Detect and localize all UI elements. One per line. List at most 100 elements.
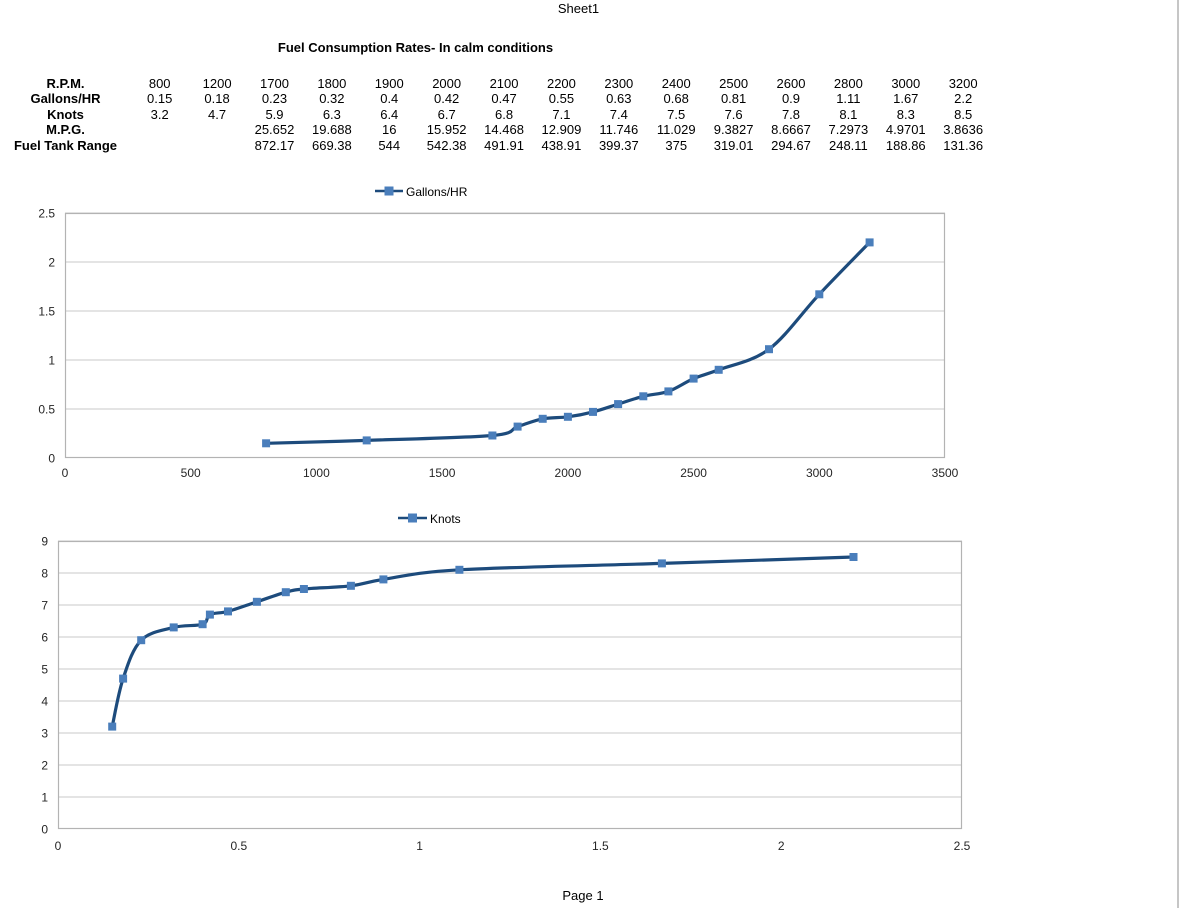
table-cell: 12.909 xyxy=(541,122,582,138)
data-point-marker xyxy=(563,412,572,421)
table-cell: 399.37 xyxy=(598,137,639,153)
data-point-marker xyxy=(224,607,232,616)
x-axis-tick-label: 1 xyxy=(416,839,423,853)
y-axis-tick-label: 4 xyxy=(41,695,48,709)
legend-label: Knots xyxy=(430,512,461,526)
table-cell: 14.468 xyxy=(484,122,524,138)
x-axis-tick-label: 2.5 xyxy=(954,839,971,853)
x-axis-tick-label: 3500 xyxy=(932,466,959,480)
y-axis-tick-label: 1.5 xyxy=(38,305,55,319)
table-cell: 3200 xyxy=(948,76,978,91)
table-cell: 491.91 xyxy=(484,137,524,153)
y-axis-tick-label: 8 xyxy=(41,567,48,581)
table-cell: 3.8636 xyxy=(943,122,984,138)
series-line xyxy=(110,555,856,729)
row-label: Gallons/HR xyxy=(30,91,101,107)
table-cell: 6.8 xyxy=(495,106,514,122)
data-point-marker xyxy=(455,565,464,574)
table-row: Fuel Tank Range 872.17 669.38 544 542.38 491.… xyxy=(0,138,992,153)
table-cell: 2600 xyxy=(776,76,806,91)
row-label: Fuel Tank Range xyxy=(13,137,118,153)
table-cell: 0.23 xyxy=(261,91,288,107)
table-cell: 131.36 xyxy=(943,137,984,153)
table-cell: 7.2973 xyxy=(828,122,869,138)
table-cell: 4.9701 xyxy=(885,122,926,138)
table-cell: 2500 xyxy=(719,76,749,91)
data-point-marker xyxy=(108,722,117,731)
table-cell: 8.6667 xyxy=(771,122,811,138)
x-axis-tick-label: 1500 xyxy=(429,466,456,480)
table-cell: 7.6 xyxy=(724,106,743,122)
table-cell: 544 xyxy=(378,137,401,153)
data-point-marker xyxy=(513,422,522,431)
data-point-marker xyxy=(664,387,673,396)
table-row: R.P.M. 800 1200 1700 1800 1900 2000 2100 2200 230… xyxy=(0,76,992,91)
table-cell: 7.1 xyxy=(552,106,571,122)
table-cell: 0.42 xyxy=(433,91,460,107)
table-cell: 7.4 xyxy=(609,106,628,122)
table-cell: 2000 xyxy=(432,76,462,91)
x-axis-tick-label: 0 xyxy=(55,839,62,853)
y-axis-tick-label: 5 xyxy=(41,663,48,677)
data-point-marker xyxy=(137,636,146,645)
plot-area-border xyxy=(64,212,946,459)
table-cell: 11.029 xyxy=(656,122,696,138)
table-cell xyxy=(131,122,188,137)
legend-marker-sample xyxy=(408,513,417,523)
table-cell: 319.01 xyxy=(713,137,754,153)
table-cell: 800 xyxy=(148,76,171,91)
table-cell: 15.952 xyxy=(426,122,467,138)
data-point-marker xyxy=(252,597,261,606)
page-edge-divider xyxy=(1177,0,1179,908)
data-point-marker xyxy=(639,392,648,401)
data-point-marker xyxy=(488,431,497,440)
table-cell: 0.18 xyxy=(204,91,230,107)
y-axis-tick-label: 2 xyxy=(41,759,48,773)
data-point-marker xyxy=(281,588,290,597)
table-cell: 0.81 xyxy=(720,91,747,107)
table-cell: 9.3827 xyxy=(713,122,754,138)
table-cell: 1700 xyxy=(260,76,289,91)
table-cell: 438.91 xyxy=(541,137,582,153)
data-point-marker xyxy=(849,553,858,561)
knots-chart: 0 1 2 3 4 5 6 7 8 9 0 0.5 1 1.5 2 2.5 Knots xyxy=(0,505,1000,870)
table-cell: 5.9 xyxy=(265,106,284,122)
x-axis-tick-label: 500 xyxy=(181,466,201,480)
table-cell: 1.67 xyxy=(893,91,919,107)
data-point-marker xyxy=(589,407,597,416)
gallons-per-hour-chart: 0 0.5 1 1.5 2 2.5 0 500 1000 1500 2000 2500 3000 3500… xyxy=(0,178,1000,493)
table-cell: 8.5 xyxy=(954,106,973,122)
table-row: Knots 3.2 4.7 5.9 6.3 6.4 6.7 6.8 7.1 7.4 7.5 7.6 7.… xyxy=(0,107,992,122)
table-cell: 0.4 xyxy=(380,91,399,107)
data-point-marker xyxy=(815,290,824,299)
series-line xyxy=(264,240,872,445)
table-cell: 2100 xyxy=(489,76,519,91)
data-point-marker xyxy=(198,620,207,629)
row-label: M.P.G. xyxy=(46,122,85,138)
table-cell: 1200 xyxy=(202,76,232,91)
document-title: Fuel Consumption Rates- In calm conditio… xyxy=(277,40,554,55)
table-cell xyxy=(188,138,245,153)
table-cell: 0.15 xyxy=(147,91,173,107)
table-cell: 0.32 xyxy=(319,91,345,107)
data-point-marker xyxy=(205,610,214,619)
row-label: Knots xyxy=(47,106,84,122)
x-axis-tick-label: 1000 xyxy=(303,466,330,480)
y-axis-tick-label: 1 xyxy=(41,791,48,805)
y-axis-tick-label: 1 xyxy=(48,354,55,368)
plot-area-border xyxy=(57,540,963,830)
table-cell: 8.1 xyxy=(839,106,858,122)
row-label: R.P.M. xyxy=(46,76,85,91)
table-cell: 2300 xyxy=(604,76,634,91)
fuel-consumption-table-body: R.P.M. 800 1200 1700 1800 1900 2000 2100 2200 230… xyxy=(0,76,992,153)
table-cell: 0.68 xyxy=(663,91,689,107)
knots-chart-canvas: 0 1 2 3 4 5 6 7 8 9 0 0.5 1 1.5 2 2.5 Knots xyxy=(41,512,971,853)
table-cell: 8.3 xyxy=(896,106,915,122)
table-cell: 669.38 xyxy=(311,137,352,153)
table-cell: 6.3 xyxy=(322,106,341,122)
table-cell: 248.11 xyxy=(828,137,868,153)
data-point-marker xyxy=(614,400,623,409)
x-axis-tick-label: 0.5 xyxy=(230,839,247,853)
fuel-consumption-table: R.P.M. 800 1200 1700 1800 1900 2000 2100 2200 230… xyxy=(0,76,992,153)
